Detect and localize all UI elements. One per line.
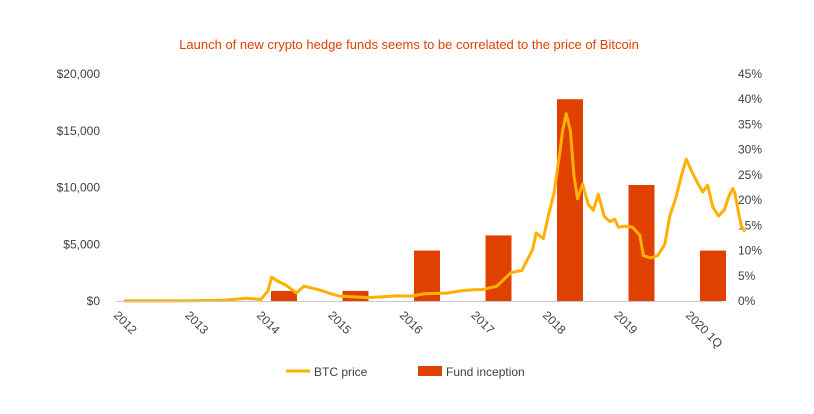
- bar-series: [271, 99, 726, 301]
- left-axis-tick-label: $0: [87, 294, 101, 308]
- left-axis: $0 $5,000 $10,000 $15,000 $20,000: [57, 67, 101, 308]
- fund-inception-bar: [485, 235, 512, 301]
- legend-fund-label: Fund inception: [446, 365, 525, 379]
- legend-btc-label: BTC price: [314, 365, 368, 379]
- left-axis-tick-label: $5,000: [63, 237, 100, 251]
- chart-title: Launch of new crypto hedge funds seems t…: [179, 37, 639, 52]
- btc-price-line: [123, 112, 746, 303]
- legend-fund-swatch: [418, 366, 442, 376]
- x-axis-tick-label: 2020 1Q: [683, 308, 725, 350]
- right-axis-tick-label: 30%: [738, 143, 762, 157]
- x-axis-labels: 2012 2013 2014 2015 2016 2017 2018 2019 2020 1Q: [111, 308, 725, 350]
- fund-inception-bar: [271, 290, 297, 301]
- fund-inception-bar: [700, 250, 726, 301]
- right-axis-tick-label: 5%: [738, 269, 756, 283]
- right-axis-tick-label: 40%: [738, 92, 762, 106]
- x-axis-tick-label: 2013: [182, 308, 211, 337]
- x-axis-tick-label: 2014: [254, 308, 283, 337]
- x-axis-tick-label: 2019: [611, 308, 640, 337]
- right-axis-tick-label: 45%: [738, 67, 762, 81]
- right-axis: 0%5%10%15%20%25%30%35%40%45%: [738, 67, 762, 308]
- x-axis-tick-label: 2015: [325, 308, 354, 337]
- x-axis-tick-label: 2012: [111, 308, 140, 337]
- x-axis-tick-label: 2017: [468, 308, 497, 337]
- legend: BTC price Fund inception: [286, 365, 525, 379]
- x-axis-tick-label: 2018: [540, 308, 569, 337]
- right-axis-tick-label: 25%: [738, 168, 762, 182]
- right-axis-tick-label: 10%: [738, 244, 762, 258]
- left-axis-tick-label: $15,000: [57, 124, 101, 138]
- x-axis-tick-label: 2016: [397, 308, 426, 337]
- right-axis-tick-label: 35%: [738, 117, 762, 131]
- left-axis-tick-label: $20,000: [57, 67, 101, 81]
- right-axis-tick-label: 20%: [738, 193, 762, 207]
- right-axis-tick-label: 0%: [738, 294, 756, 308]
- left-axis-tick-label: $10,000: [57, 181, 101, 195]
